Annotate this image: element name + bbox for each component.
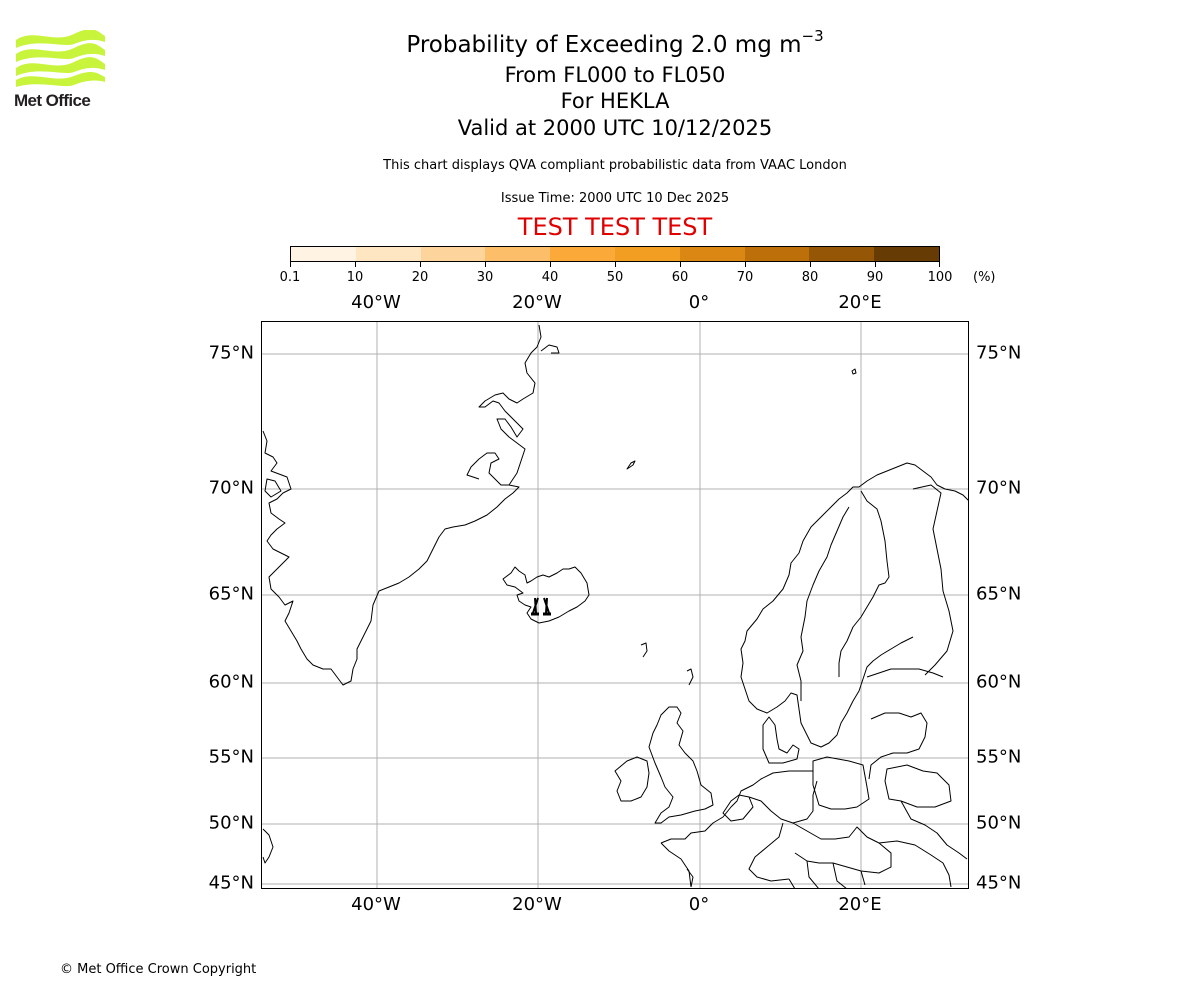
shetland (686, 668, 694, 686)
colorbar-tick-label: 20 (411, 270, 429, 285)
colorbar-tick-label: 80 (801, 270, 819, 285)
met-office-logo (14, 29, 106, 112)
latitude-label: 60°N (976, 671, 1022, 693)
colorbar-tick-label: 40 (541, 270, 559, 285)
longitude-label: 0° (688, 292, 710, 313)
valid-time: Valid at 2000 UTC 10/12/2025 (457, 116, 773, 140)
colorbar-segment (291, 247, 356, 261)
colorbar-tick (615, 262, 616, 267)
france-coastline (660, 770, 813, 844)
longitude-label: 20°W (512, 292, 562, 313)
hungary-romania (788, 840, 952, 888)
map-panel[interactable] (261, 321, 969, 889)
volcano-name: For HEKLA (560, 89, 670, 113)
latitude-label: 70°N (976, 477, 1022, 499)
faroe-islands (640, 642, 648, 658)
baltic-states (868, 712, 928, 780)
longitude-label: 20°E (838, 292, 882, 313)
latitude-label: 75°N (208, 342, 254, 364)
chart-title: Probability of Exceeding 2.0 mg m−3 (406, 27, 824, 58)
colorbar-segment (679, 247, 745, 261)
longitude-label: 40°W (351, 894, 401, 915)
colorbar-tick (745, 262, 746, 267)
poland-borders (812, 756, 870, 810)
colorbar-tick-label: 60 (671, 270, 689, 285)
colorbar-segment (614, 247, 680, 261)
issue-time: Issue Time: 2000 UTC 10 Dec 2025 (500, 191, 730, 206)
norway-inner (796, 506, 850, 701)
colorbar-tick-label: 70 (736, 270, 754, 285)
ireland-coastline (614, 756, 650, 802)
colorbar-tick-label: 30 (476, 270, 494, 285)
czech-austria (792, 822, 892, 874)
great-britain-coastline (648, 706, 714, 824)
longitude-label: 20°W (512, 894, 562, 915)
sweden-finland-border (838, 490, 890, 677)
belarus-ukraine-border (884, 764, 952, 808)
iceland-coastline (502, 566, 590, 624)
colorbar-segment (485, 247, 551, 261)
latitude-label: 65°N (976, 583, 1022, 605)
met-office-waves-icon (16, 29, 105, 87)
colorbar-tick (875, 262, 876, 267)
latitude-label: 70°N (208, 477, 254, 499)
colorbar-tick-label: 50 (606, 270, 624, 285)
latitude-label: 45°N (976, 872, 1022, 894)
coastlines (262, 324, 968, 888)
latitude-label: 75°N (976, 342, 1022, 364)
latitude-label: 50°N (208, 812, 254, 834)
ukraine-south (900, 800, 968, 860)
finland-coastline (866, 668, 944, 678)
copyright-notice: © Met Office Crown Copyright (60, 962, 257, 977)
latitude-label: 60°N (208, 671, 254, 693)
volcano-icon (531, 597, 551, 616)
test-banner: TEST TEST TEST (517, 213, 713, 241)
colorbar-segment (874, 247, 939, 261)
north-spain (686, 868, 694, 888)
flight-level-range: From FL000 to FL050 (504, 63, 726, 87)
colorbar-segment (550, 247, 615, 261)
colorbar-segment (420, 247, 486, 261)
colorbar-tick (290, 262, 291, 267)
bear-island (851, 368, 857, 375)
colorbar-tick (485, 262, 486, 267)
norway-sweden-coastline (740, 462, 968, 748)
colorbar-tick-label: 10 (346, 270, 364, 285)
colorbar-tick-label: 0.1 (279, 270, 301, 285)
benelux (722, 794, 754, 822)
colorbar-unit: (%) (973, 270, 996, 285)
colorbar-tick (680, 262, 681, 267)
colorbar-tick-label: 90 (866, 270, 884, 285)
colorbar-segment (744, 247, 810, 261)
colorbar-tick-label: 100 (927, 270, 953, 285)
jan-mayen (626, 460, 636, 470)
greenland-coastline (262, 324, 560, 686)
colorbar-tick (810, 262, 811, 267)
latitude-label: 45°N (208, 872, 254, 894)
longitude-label: 20°E (838, 894, 882, 915)
greenland-fjord (264, 478, 282, 498)
latitude-label: 55°N (976, 746, 1022, 768)
colorbar-segment (355, 247, 421, 261)
colorbar-tick (550, 262, 551, 267)
colorbar-segment (809, 247, 875, 261)
denmark-coastline (762, 716, 800, 764)
colorbar-tick (939, 262, 940, 267)
latitude-label: 55°N (208, 746, 254, 768)
newfoundland-coastline (262, 828, 274, 864)
france-west (660, 842, 692, 888)
colorbar (290, 246, 940, 262)
met-office-logo-text: Met Office (14, 91, 91, 110)
longitude-label: 0° (688, 894, 710, 915)
gridlines (262, 322, 968, 888)
data-source-note: This chart displays QVA compliant probab… (383, 158, 847, 173)
finland-russia-border (912, 484, 954, 676)
latitude-label: 50°N (976, 812, 1022, 834)
longitude-label: 40°W (351, 292, 401, 313)
latitude-label: 65°N (208, 583, 254, 605)
colorbar-tick (420, 262, 421, 267)
map-canvas (262, 322, 968, 888)
colorbar-tick (355, 262, 356, 267)
